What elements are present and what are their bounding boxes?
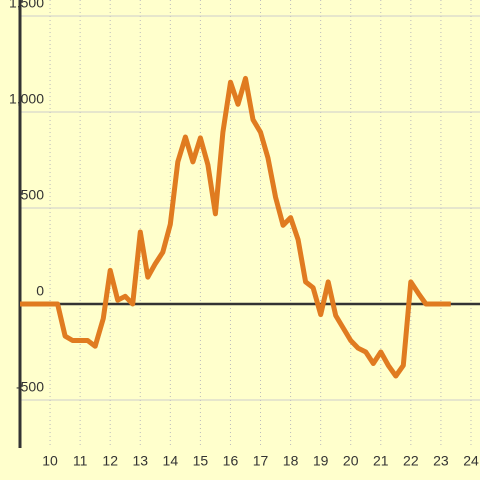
x-tick-label: 13	[132, 453, 148, 469]
x-tick-label: 10	[42, 453, 58, 469]
x-tick-label: 18	[283, 453, 299, 469]
x-tick-label: 19	[313, 453, 329, 469]
x-tick-label: 21	[373, 453, 389, 469]
x-tick-label: 23	[433, 453, 449, 469]
x-tick-label: 11	[73, 453, 88, 469]
x-tick-label: 22	[403, 453, 419, 469]
y-tick-label: 1,000	[9, 91, 44, 107]
x-tick-label: 24	[463, 453, 479, 469]
y-tick-label: 0	[36, 283, 44, 299]
x-tick-label: 20	[343, 453, 359, 469]
x-tick-label: 17	[253, 453, 269, 469]
y-tick-label: 500	[21, 187, 45, 203]
y-tick-label: 1,500	[9, 0, 44, 11]
y-tick-label: -500	[16, 379, 44, 395]
x-tick-label: 14	[163, 453, 179, 469]
line	[20, 75, 451, 379]
x-tick-label: 12	[102, 453, 118, 469]
x-tick-label: 16	[223, 453, 239, 469]
x-tick-label: 15	[193, 453, 209, 469]
